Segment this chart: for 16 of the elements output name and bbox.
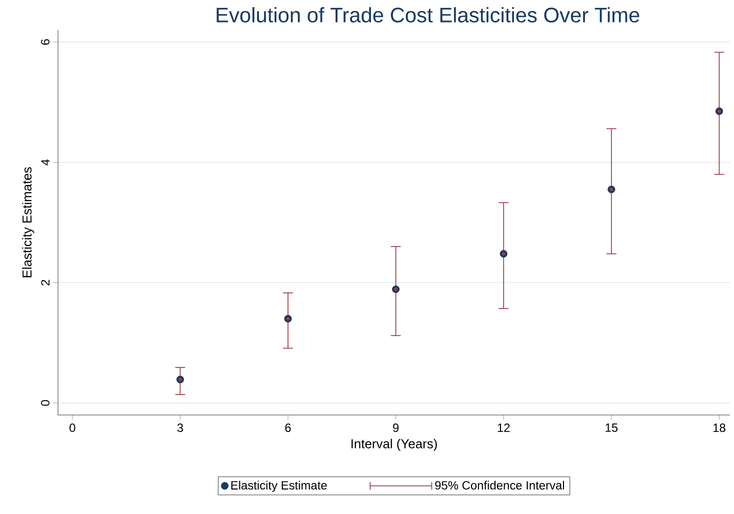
x-tick-label: 9 <box>393 424 399 432</box>
y-tick-label: 0 <box>41 400 50 406</box>
x-tick-label: 15 <box>606 424 618 432</box>
x-axis-title: Interval (Years) <box>352 438 437 451</box>
x-tick-label: 18 <box>713 424 726 432</box>
x-tick-label: 6 <box>285 424 291 432</box>
x-tick-label: 0 <box>70 424 76 432</box>
chart-title: Evolution of Trade Cost Elasticities Over Time <box>216 7 640 22</box>
y-axis-title: Elasticity Estimates <box>22 167 34 278</box>
x-tick-label: 12 <box>498 424 510 432</box>
legend-label: 95% Confidence Interval <box>435 480 564 490</box>
y-tick-label: 6 <box>41 39 50 45</box>
y-tick-label: 4 <box>41 159 50 166</box>
y-tick-label: 2 <box>41 280 50 286</box>
legend-label: Elasticity Estimate <box>231 480 327 492</box>
x-tick-label: 3 <box>177 424 183 432</box>
